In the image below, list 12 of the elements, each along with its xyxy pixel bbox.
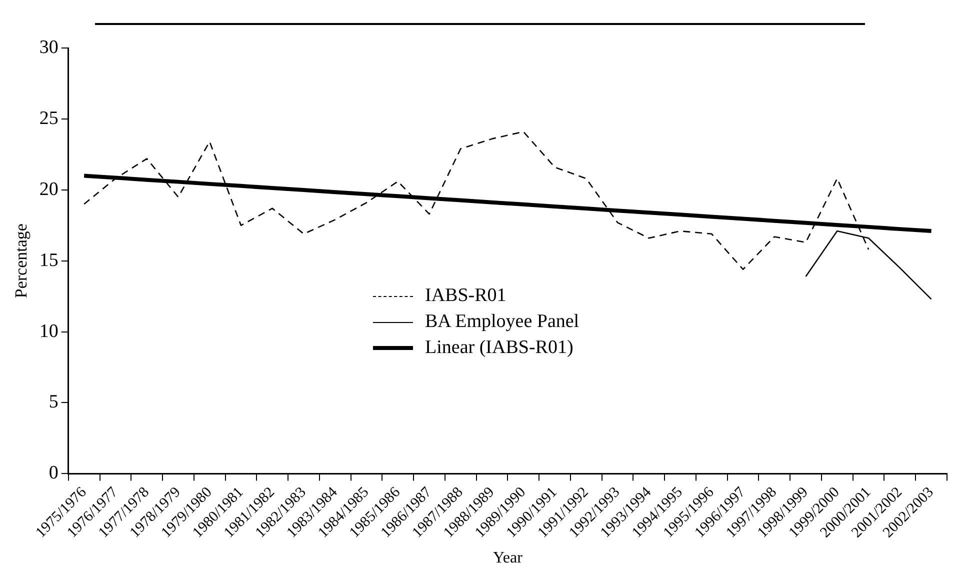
y-tick-label: 15 — [39, 250, 58, 271]
legend-label: BA Employee Panel — [425, 310, 580, 334]
legend-label: IABS-R01 — [425, 284, 506, 308]
y-tick-label: 25 — [39, 108, 58, 129]
x-axis-title: Year — [492, 550, 524, 567]
y-tick-label: 30 — [39, 36, 58, 58]
y-axis-title: Percentage — [12, 224, 31, 298]
y-tick-label: 10 — [39, 320, 58, 342]
y-tick-label: 20 — [39, 178, 58, 200]
legend-label: Linear (IABS-R01) — [425, 336, 574, 360]
y-tick-label: 0 — [48, 462, 58, 484]
y-tick-label: 5 — [48, 392, 58, 413]
